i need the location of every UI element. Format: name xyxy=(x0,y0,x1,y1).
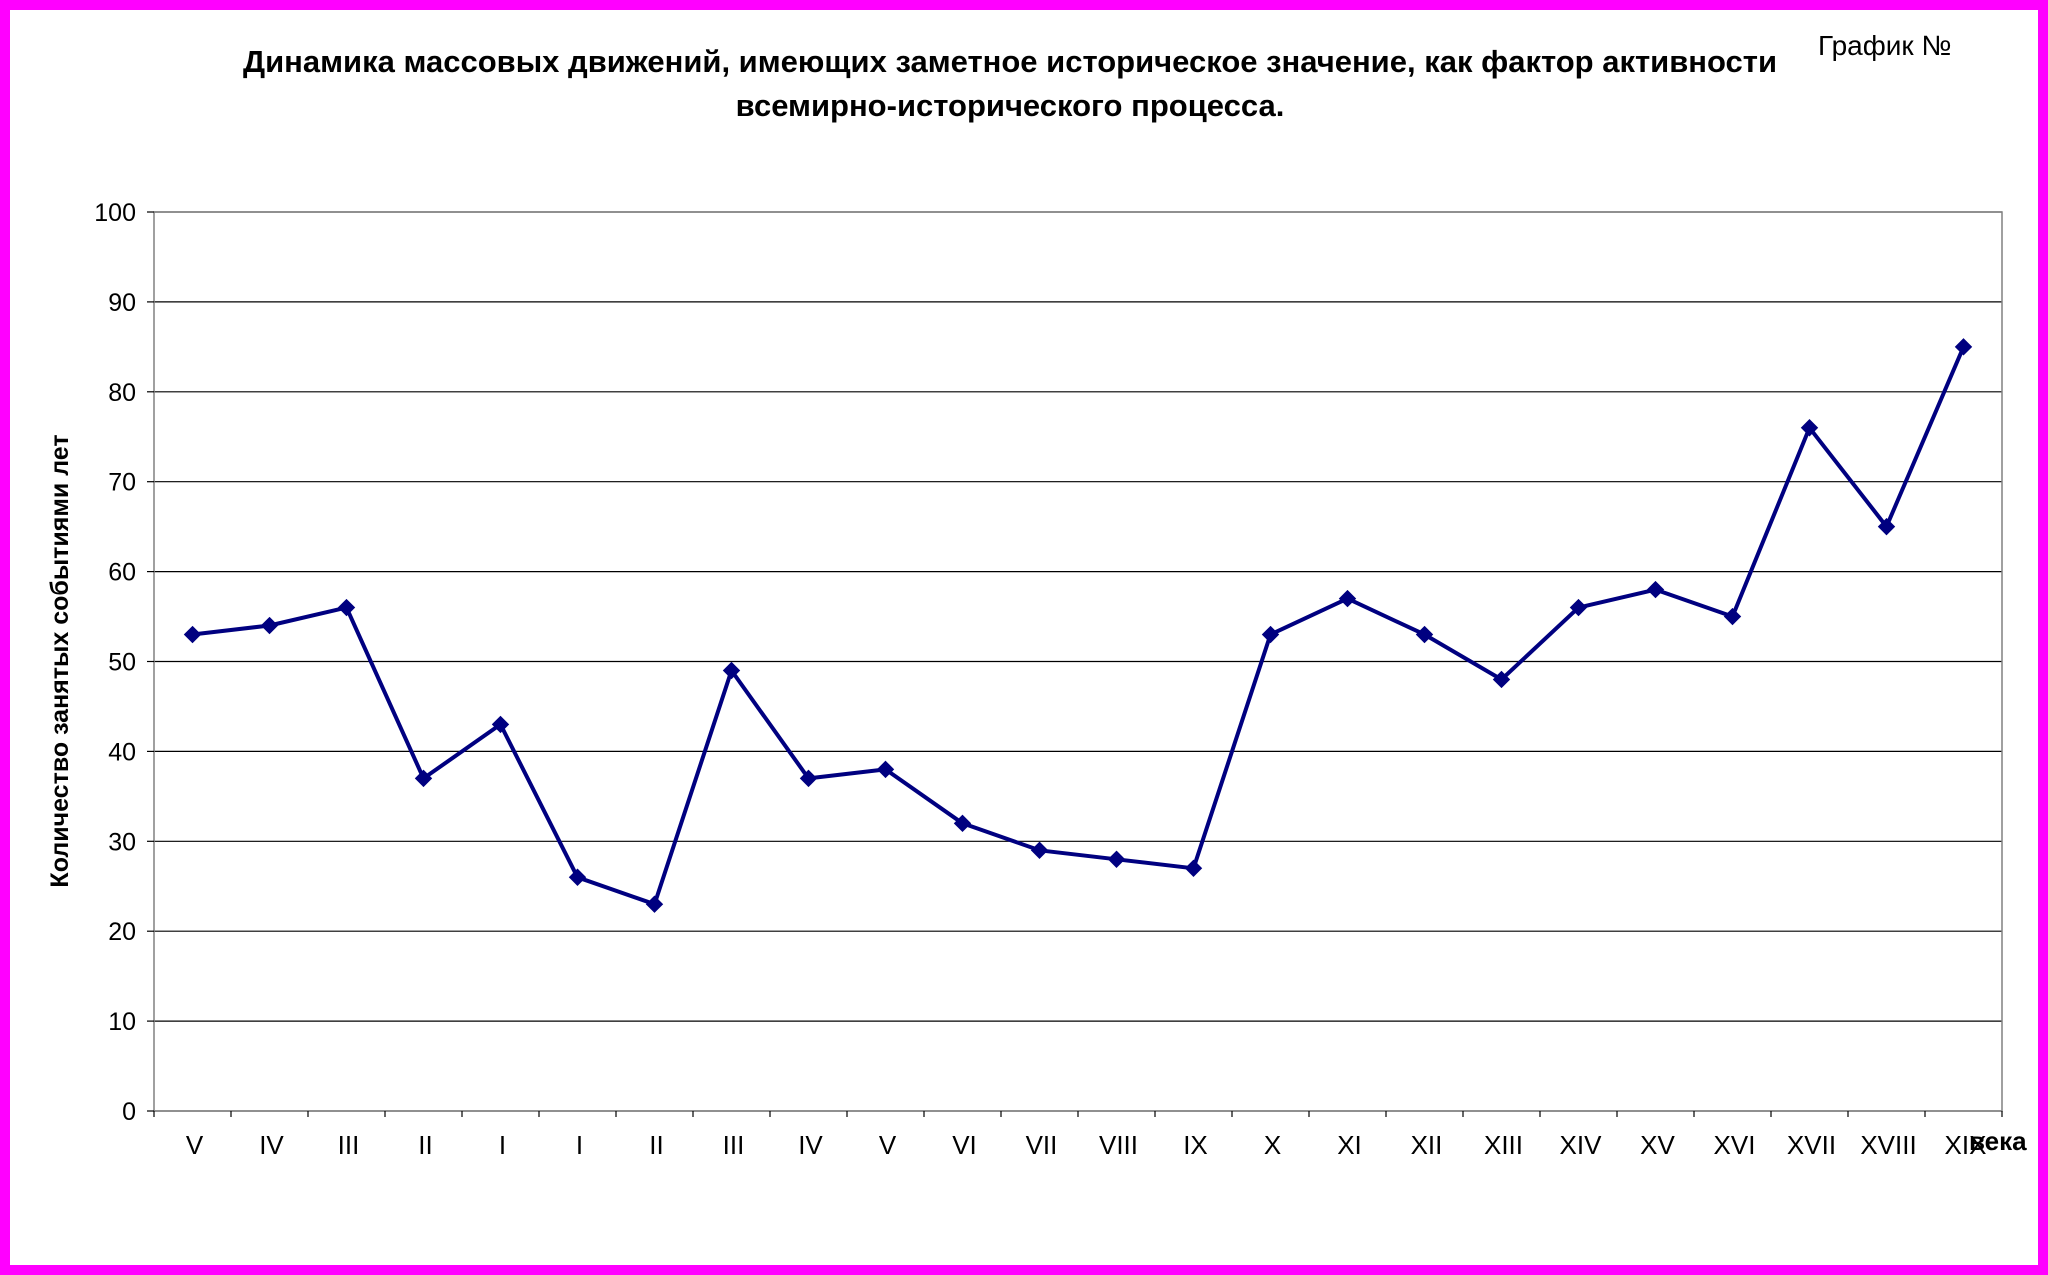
x-tick-label: IV xyxy=(798,1130,823,1160)
y-tick-label: 0 xyxy=(122,1098,136,1126)
y-tick-label: 80 xyxy=(108,379,136,407)
data-point-16 xyxy=(1415,625,1434,644)
data-point-3 xyxy=(414,769,433,788)
data-point-5 xyxy=(568,868,587,886)
x-tick-label: XVII xyxy=(1787,1130,1836,1160)
x-tick-label: II xyxy=(418,1130,432,1160)
data-point-10 xyxy=(953,814,972,833)
x-tick-label: I xyxy=(576,1130,583,1160)
x-tick-label: X xyxy=(1264,1130,1281,1160)
x-tick-label: XVI xyxy=(1714,1130,1756,1160)
data-point-20 xyxy=(1723,607,1742,626)
y-tick-label: 20 xyxy=(108,918,136,946)
y-tick-label: 70 xyxy=(108,469,136,497)
data-point-22 xyxy=(1877,517,1896,536)
x-tick-label: II xyxy=(649,1130,663,1160)
data-point-12 xyxy=(1107,850,1126,868)
data-point-21 xyxy=(1800,419,1819,437)
data-point-6 xyxy=(645,895,664,913)
chart-title: Динамика массовых движений, имеющих заме… xyxy=(242,44,1778,123)
x-tick-label: XI xyxy=(1337,1130,1362,1160)
y-axis-ticks: 0 10 20 30 40 50 60 70 80 90 100 xyxy=(94,199,154,1126)
x-tick-label: IX xyxy=(1183,1130,1208,1160)
data-point-15 xyxy=(1338,589,1357,608)
x-axis-ticks: V IV III II I I II III IV V VI VII VIII IX X XI XII XIII X… xyxy=(153,1111,2003,1160)
data-point-7 xyxy=(722,661,741,680)
data-point-8 xyxy=(799,769,818,788)
x-tick-label: V xyxy=(186,1130,204,1160)
x-tick-label: VIII xyxy=(1099,1130,1138,1160)
x-tick-label: IV xyxy=(259,1130,284,1160)
data-point-2 xyxy=(337,598,356,617)
x-tick-label: VI xyxy=(952,1130,977,1160)
gridlines xyxy=(154,211,2002,1112)
data-point-4 xyxy=(491,715,510,734)
x-tick-label: XIX xyxy=(1945,1130,1987,1160)
data-point-18 xyxy=(1569,598,1588,617)
data-point-13 xyxy=(1184,859,1203,877)
y-tick-label: 40 xyxy=(108,738,136,766)
data-point-11 xyxy=(1030,841,1049,859)
x-tick-label: XIII xyxy=(1484,1130,1523,1160)
data-point-9 xyxy=(876,760,895,779)
data-point-19 xyxy=(1646,580,1665,599)
data-point-17 xyxy=(1492,670,1511,689)
x-tick-label: XII xyxy=(1411,1130,1443,1160)
data-point-0 xyxy=(183,625,202,644)
y-tick-label: 100 xyxy=(94,199,136,227)
y-tick-label: 30 xyxy=(108,828,136,856)
data-point-23 xyxy=(1954,338,1973,356)
y-tick-label: 50 xyxy=(108,649,136,677)
y-axis-label: Количество занятых событиями лет xyxy=(46,434,74,887)
x-tick-label: I xyxy=(499,1130,506,1160)
x-tick-label: III xyxy=(338,1130,360,1160)
x-axis-label: века xyxy=(1969,1126,2027,1156)
series-line xyxy=(192,346,1966,907)
x-tick-label: XV xyxy=(1640,1130,1675,1160)
x-tick-label: XIV xyxy=(1560,1130,1603,1160)
x-tick-label: VII xyxy=(1026,1130,1058,1160)
y-tick-label: 60 xyxy=(108,559,136,587)
data-series xyxy=(183,338,1973,913)
y-tick-label: 90 xyxy=(108,289,136,317)
x-tick-label: III xyxy=(723,1130,745,1160)
y-tick-label: 10 xyxy=(108,1008,136,1036)
x-tick-label: V xyxy=(879,1130,897,1160)
x-tick-label: XVIII xyxy=(1860,1130,1916,1160)
data-point-14 xyxy=(1261,625,1280,644)
chart-number-label: График № xyxy=(1818,30,1952,61)
data-point-1 xyxy=(260,616,279,635)
chart-frame xyxy=(10,10,2038,1265)
